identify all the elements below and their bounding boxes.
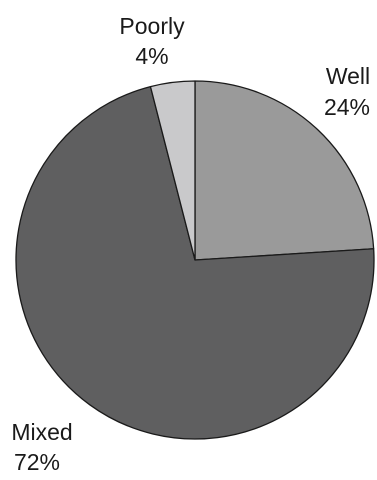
pie-slice-mixed	[15, 85, 375, 440]
slice-value-well: 24%	[324, 94, 370, 120]
slice-value-poorly: 4%	[135, 43, 168, 69]
slice-value-mixed: 72%	[14, 449, 60, 475]
labels-layer: Well 24% Mixed 72% Poorly 4%	[11, 13, 370, 475]
pie-slice-well	[194, 80, 375, 261]
slice-label-well: Well	[326, 63, 370, 89]
slice-label-poorly: Poorly	[119, 13, 185, 39]
slice-label-mixed: Mixed	[11, 419, 72, 445]
slices-layer	[15, 80, 375, 440]
pie-slice-poorly	[149, 80, 196, 261]
